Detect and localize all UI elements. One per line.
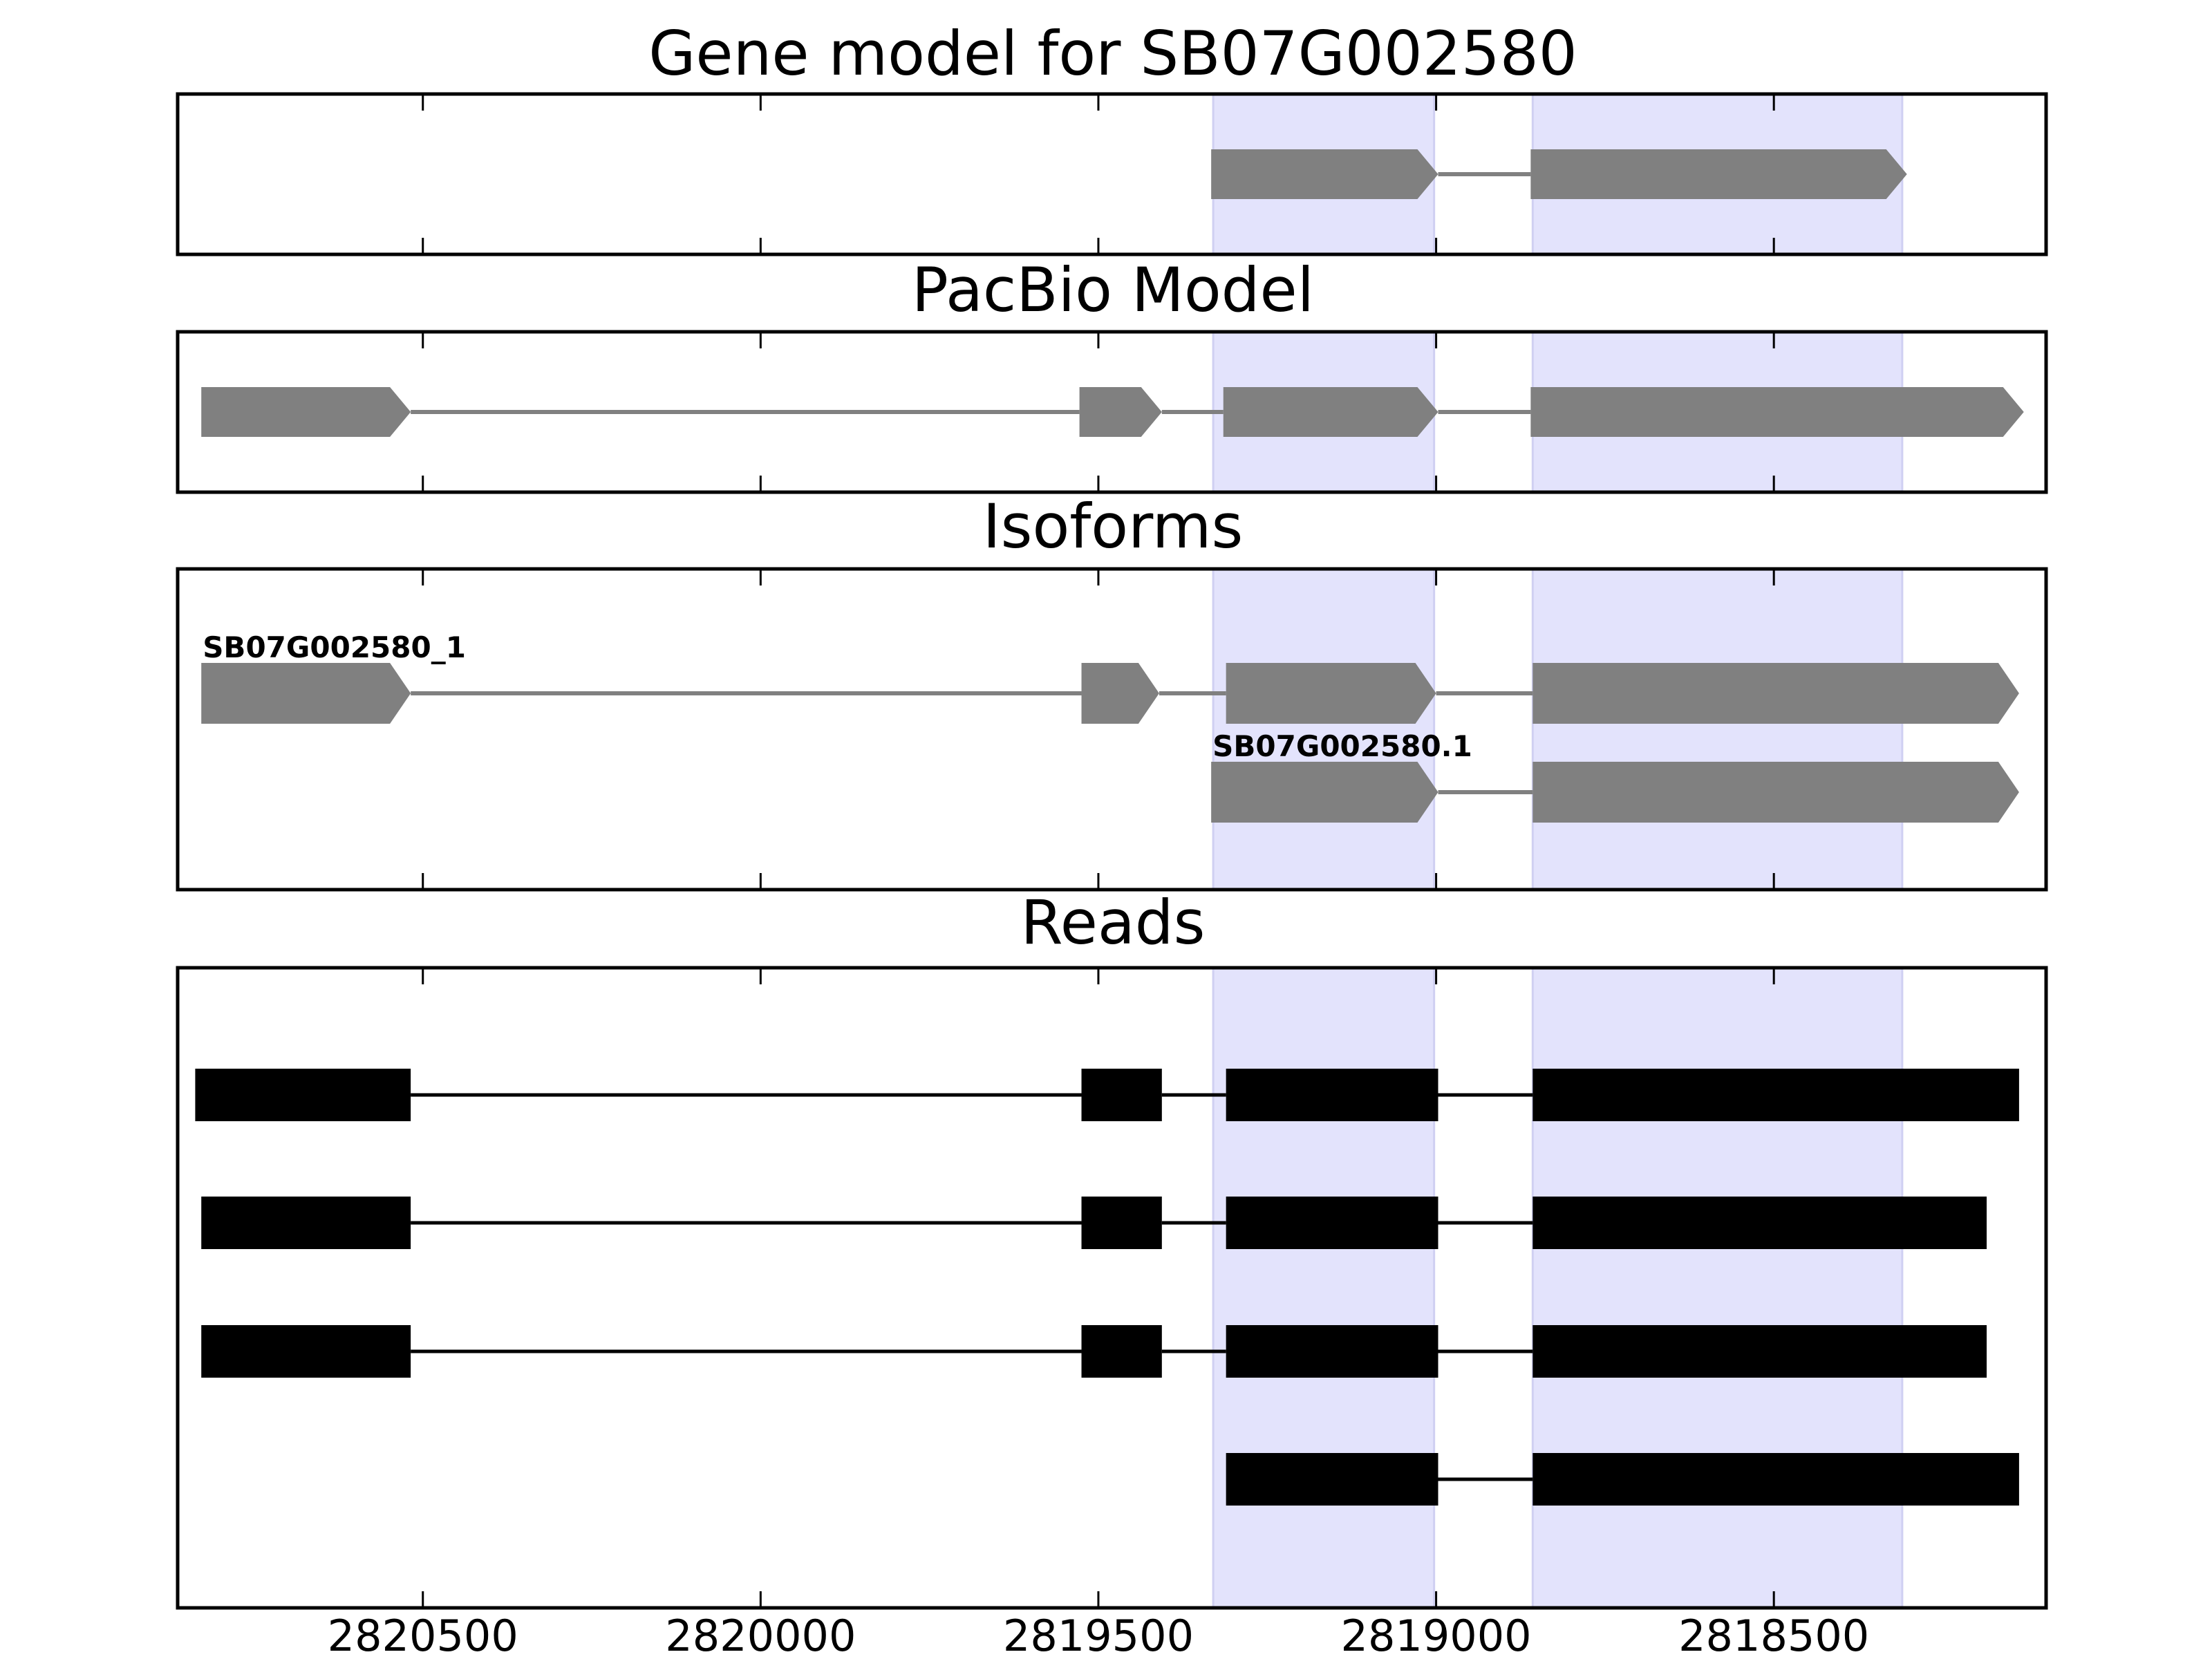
x-axis-tick-labels: 2820500 2820000 2819500 2819000 2818500: [328, 1611, 1870, 1659]
read-exon: [1533, 1069, 2019, 1121]
isoform-label: SB07G002580_1: [203, 630, 466, 664]
read-exon: [1533, 1453, 2019, 1506]
panel-gene-model: Gene model for SB07G002580: [176, 18, 2048, 256]
exon-arrow: [1530, 387, 2024, 437]
exon-arrow: [201, 663, 411, 724]
panel-title-gene-model: Gene model for SB07G002580: [648, 18, 1577, 89]
x-tick-label: 2820500: [328, 1611, 518, 1659]
x-tick-label: 2819000: [1341, 1611, 1532, 1659]
x-tick-label: 2820000: [665, 1611, 856, 1659]
exon-arrow: [1533, 762, 2019, 823]
read-exon: [201, 1325, 411, 1378]
isoform-label: SB07G002580.1: [1212, 729, 1472, 763]
exon-arrow: [1079, 387, 1162, 437]
highlight-region: [1212, 966, 1436, 1609]
x-tick-label: 2819500: [1003, 1611, 1194, 1659]
feature-layer: SB07G002580_1 SB07G002580.1: [201, 630, 2019, 823]
panel-frame: [176, 330, 2048, 494]
tick-layer: [422, 94, 1775, 254]
panel-frame: [176, 567, 2048, 892]
read-exon: [1081, 1069, 1162, 1121]
highlight-region: [1212, 568, 1436, 891]
panel-title-isoforms: Isoforms: [983, 491, 1244, 562]
exon-arrow: [1211, 149, 1438, 199]
highlight-region: [1531, 568, 1904, 891]
read-exon: [1226, 1453, 1438, 1506]
exon-arrow: [201, 387, 411, 437]
panel-pacbio-model: PacBio Model: [176, 254, 2048, 494]
panel-frame: [176, 966, 2048, 1610]
read-exon: [201, 1197, 411, 1249]
feature-layer: [1211, 149, 1907, 199]
read-exon: [1081, 1325, 1162, 1378]
tick-layer: [422, 569, 1775, 890]
exon-arrow: [1226, 663, 1436, 724]
read-exon: [1226, 1325, 1438, 1378]
exon-arrow: [1223, 387, 1438, 437]
panel-reads: Reads: [176, 887, 2048, 1610]
read-exon: [1081, 1197, 1162, 1249]
tick-layer: [422, 332, 1775, 492]
read-exon: [1226, 1197, 1438, 1249]
highlight-layer: [1212, 568, 1904, 891]
highlight-layer: [1212, 966, 1904, 1609]
panel-title-reads: Reads: [1021, 887, 1206, 958]
read-exon: [1533, 1197, 1987, 1249]
feature-layer: [201, 387, 2024, 437]
read-exon: [195, 1069, 411, 1121]
panel-isoforms: Isoforms SB07G002580_1 SB07G002580.1: [176, 491, 2048, 892]
x-tick-label: 2818500: [1678, 1611, 1869, 1659]
exon-arrow: [1081, 663, 1159, 724]
exon-arrow: [1530, 149, 1907, 199]
read-exon: [1226, 1069, 1438, 1121]
highlight-region: [1531, 966, 1904, 1609]
exon-arrow: [1211, 762, 1438, 823]
panel-frame: [176, 92, 2048, 256]
tick-layer: [422, 968, 1775, 1608]
exon-arrow: [1533, 663, 2019, 724]
feature-layer: [195, 1069, 2019, 1506]
panel-title-pacbio-model: PacBio Model: [912, 254, 1314, 326]
read-exon: [1533, 1325, 1987, 1378]
